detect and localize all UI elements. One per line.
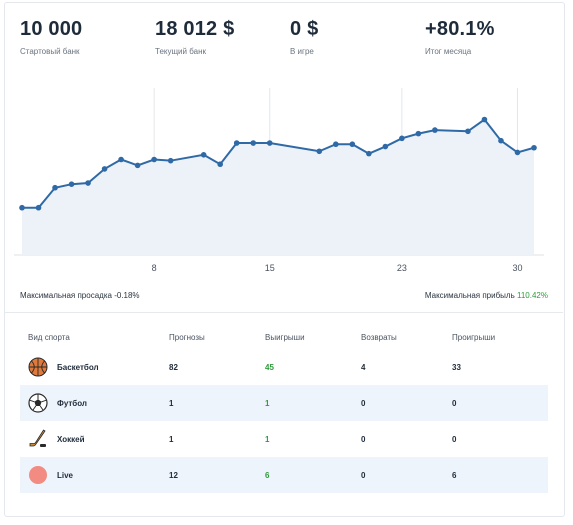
sport-name: Футбол <box>57 398 88 408</box>
sport-name: Хоккей <box>57 434 85 444</box>
x-tick-label: 23 <box>397 263 407 273</box>
stat-current-bank: 18 012 $ Текущий банк <box>155 18 234 56</box>
wins-cell: 1 <box>265 398 270 408</box>
bank-line-chart: 8 15 23 30 <box>14 88 544 273</box>
sport-cell: Футбол <box>28 385 87 421</box>
stat-value: 0 $ <box>290 18 319 40</box>
x-tick-label: 8 <box>152 263 157 273</box>
max-profit: Максимальная прибыль 110.42% <box>425 291 548 300</box>
stat-label: Итог месяца <box>425 47 472 56</box>
data-point <box>432 127 438 133</box>
forecasts-cell: 82 <box>169 362 178 372</box>
data-point <box>333 141 339 148</box>
data-point <box>101 166 108 172</box>
stat-label: В игре <box>290 47 314 56</box>
data-point <box>250 140 257 146</box>
basketball-icon <box>28 357 48 377</box>
data-point <box>481 116 488 123</box>
forecasts-cell: 1 <box>169 434 174 444</box>
x-tick-label: 30 <box>512 263 522 273</box>
sport-cell: Live <box>28 457 73 493</box>
data-point <box>167 157 174 164</box>
stat-label: Текущий банк <box>155 47 206 56</box>
stat-in-play: 0 $ В игре <box>290 18 318 56</box>
data-point <box>19 204 25 211</box>
sport-cell: Хоккей <box>28 421 85 457</box>
live-icon <box>29 466 47 484</box>
data-point <box>415 130 422 137</box>
returns-cell: 0 <box>361 434 366 444</box>
sport-cell: Баскетбол <box>28 349 99 385</box>
data-point <box>498 137 504 144</box>
stat-value: 18 012 $ <box>155 18 235 40</box>
section-divider <box>4 312 563 313</box>
stat-label: Стартовый банк <box>20 47 80 56</box>
data-point <box>366 150 372 157</box>
data-point <box>118 156 124 163</box>
max-drawdown-label: Максимальная просадка <box>20 291 112 300</box>
table-row[interactable]: Баскетбол 82 45 4 33 <box>20 349 548 385</box>
sport-name: Баскетбол <box>57 362 99 372</box>
table-row[interactable]: Футбол 1 1 0 0 <box>20 385 548 421</box>
wins-cell: 6 <box>265 470 270 480</box>
sports-table: Вид спорта Прогнозы Выигрыши Возвраты Пр… <box>20 325 548 493</box>
x-tick-label: 15 <box>265 263 275 273</box>
max-profit-label: Максимальная прибыль <box>424 291 515 300</box>
table-row[interactable]: Хоккей 1 1 0 0 <box>20 421 548 457</box>
returns-cell: 4 <box>361 362 366 372</box>
wins-cell: 45 <box>265 362 274 372</box>
data-point <box>35 204 42 211</box>
max-drawdown: Максимальная просадка -0.18% <box>20 291 140 300</box>
data-point <box>399 135 405 142</box>
area-fill <box>22 119 534 255</box>
table-header: Вид спорта Прогнозы Выигрыши Возвраты Пр… <box>20 325 548 349</box>
data-point <box>266 140 273 146</box>
max-drawdown-value: -0.18% <box>114 291 140 300</box>
table-row[interactable]: Live 12 6 0 6 <box>20 457 548 493</box>
header-returns: Возвраты <box>361 332 397 342</box>
hockey-icon <box>29 429 46 447</box>
header-sport: Вид спорта <box>28 332 70 342</box>
returns-cell: 0 <box>361 470 366 480</box>
data-point <box>85 180 91 186</box>
sport-name: Live <box>57 470 74 480</box>
data-point <box>382 143 389 150</box>
data-point <box>68 181 75 187</box>
data-point <box>531 144 537 151</box>
data-point <box>217 161 223 168</box>
header-wins: Выигрыши <box>265 332 305 342</box>
series-line <box>22 118 535 209</box>
header-losses: Проигрыши <box>452 332 496 342</box>
max-profit-value: 110.42% <box>517 291 548 300</box>
data-point <box>200 152 207 158</box>
stats-panel <box>4 2 565 517</box>
data-point <box>52 184 58 191</box>
losses-cell: 0 <box>452 398 457 408</box>
forecasts-cell: 12 <box>169 470 178 480</box>
wins-cell: 1 <box>265 434 270 444</box>
data-point <box>514 149 521 156</box>
losses-cell: 33 <box>452 362 461 372</box>
stat-start-bank: 10 000 Стартовый банк <box>20 18 82 56</box>
data-point <box>316 148 323 155</box>
losses-cell: 0 <box>452 434 457 444</box>
returns-cell: 0 <box>361 398 366 408</box>
forecasts-cell: 1 <box>169 398 174 408</box>
data-point <box>134 162 141 169</box>
stat-value: +80.1% <box>425 18 495 40</box>
data-point <box>349 141 356 148</box>
data-point <box>151 156 157 163</box>
football-icon <box>28 393 48 413</box>
losses-cell: 6 <box>452 470 457 480</box>
stat-value: 10 000 <box>20 18 83 40</box>
data-point <box>233 140 240 146</box>
stat-month-result: +80.1% Итог месяца <box>425 18 495 56</box>
data-point <box>465 128 471 135</box>
header-forecasts: Прогнозы <box>169 332 205 342</box>
